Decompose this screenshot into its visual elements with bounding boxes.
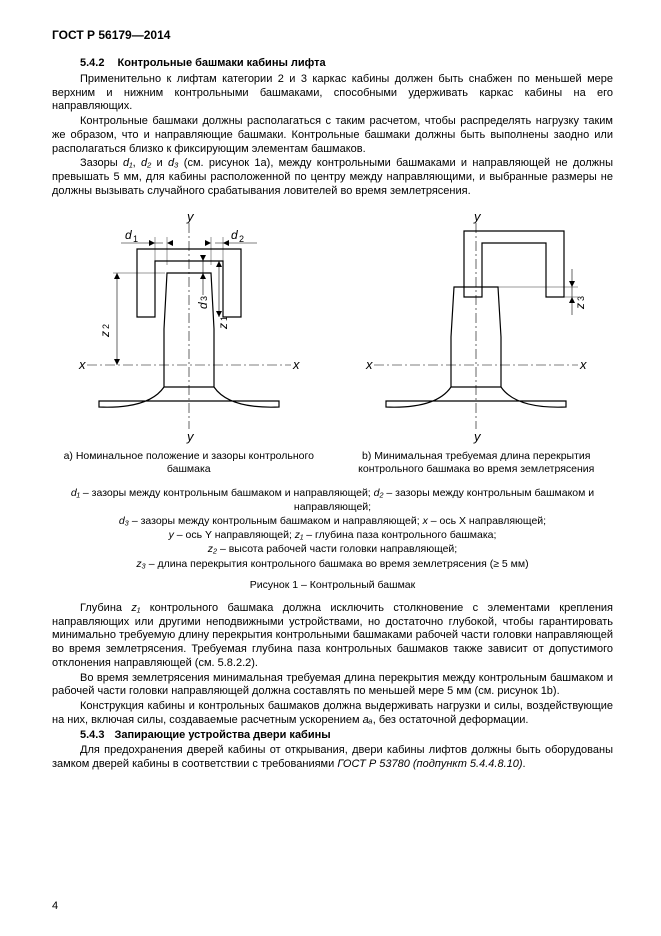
para-3: Зазоры d₁, d₂ и d₃ (см. рисунок 1a), меж… xyxy=(52,157,613,198)
caption-1a: a) Номинальное положение и зазоры контро… xyxy=(52,450,326,476)
svg-text:d: d xyxy=(196,302,210,309)
figure-1b-svg: y y x x z 3 xyxy=(346,209,606,444)
figure-1a-svg: y y x x d1 xyxy=(59,209,319,444)
svg-text:x: x xyxy=(579,357,587,372)
svg-text:x: x xyxy=(78,357,86,372)
svg-text:y: y xyxy=(186,209,195,224)
svg-text:y: y xyxy=(473,209,482,224)
figure-1a: y y x x d1 xyxy=(52,209,326,444)
document-header: ГОСТ Р 56179—2014 xyxy=(52,28,613,43)
svg-text:2: 2 xyxy=(101,323,111,328)
figure-legend: d₁ – зазоры между контрольным башмаком и… xyxy=(52,486,613,571)
svg-text:3: 3 xyxy=(576,295,586,300)
para-1: Применительно к лифтам категории 2 и 3 к… xyxy=(52,73,613,114)
para-7: Для предохранения дверей кабины от откры… xyxy=(52,744,613,772)
para-6: Конструкция кабины и контрольных башмако… xyxy=(52,700,613,728)
heading-text-543: Запирающие устройства двери кабины xyxy=(114,729,330,741)
page: { "doc_header": "ГОСТ Р 56179—2014", "s5… xyxy=(0,0,661,936)
svg-text:x: x xyxy=(365,357,373,372)
figure-1: y y x x d1 xyxy=(52,209,613,592)
heading-5.4.2: 5.4.2 Контрольные башмаки кабины лифта xyxy=(52,57,613,71)
heading-num-543: 5.4.3 xyxy=(80,729,104,741)
figure-title: Рисунок 1 – Контрольный башмак xyxy=(52,579,613,592)
svg-text:d: d xyxy=(125,228,132,242)
para-5: Во время землетрясения минимальная требу… xyxy=(52,672,613,700)
caption-1b: b) Минимальная требуемая длина перекрыти… xyxy=(340,450,614,476)
heading-num: 5.4.2 xyxy=(80,57,104,69)
heading-text: Контрольные башмаки кабины лифта xyxy=(118,57,326,69)
figure-1b: y y x x z 3 xyxy=(340,209,614,444)
svg-text:1: 1 xyxy=(219,315,229,320)
heading-5.4.3: 5.4.3 Запирающие устройства двери кабины xyxy=(52,729,613,743)
svg-text:3: 3 xyxy=(199,295,209,300)
svg-text:1: 1 xyxy=(133,234,138,244)
svg-text:z: z xyxy=(98,331,112,338)
svg-text:y: y xyxy=(186,429,195,444)
svg-text:d: d xyxy=(231,228,238,242)
para-4: Глубина z₁ контрольного башмака должна и… xyxy=(52,602,613,671)
svg-text:2: 2 xyxy=(239,234,244,244)
page-number: 4 xyxy=(52,900,58,914)
svg-text:z: z xyxy=(216,323,230,330)
svg-text:z: z xyxy=(573,303,587,310)
svg-text:x: x xyxy=(292,357,300,372)
svg-text:y: y xyxy=(473,429,482,444)
para-2: Контрольные башмаки должны располагаться… xyxy=(52,115,613,156)
